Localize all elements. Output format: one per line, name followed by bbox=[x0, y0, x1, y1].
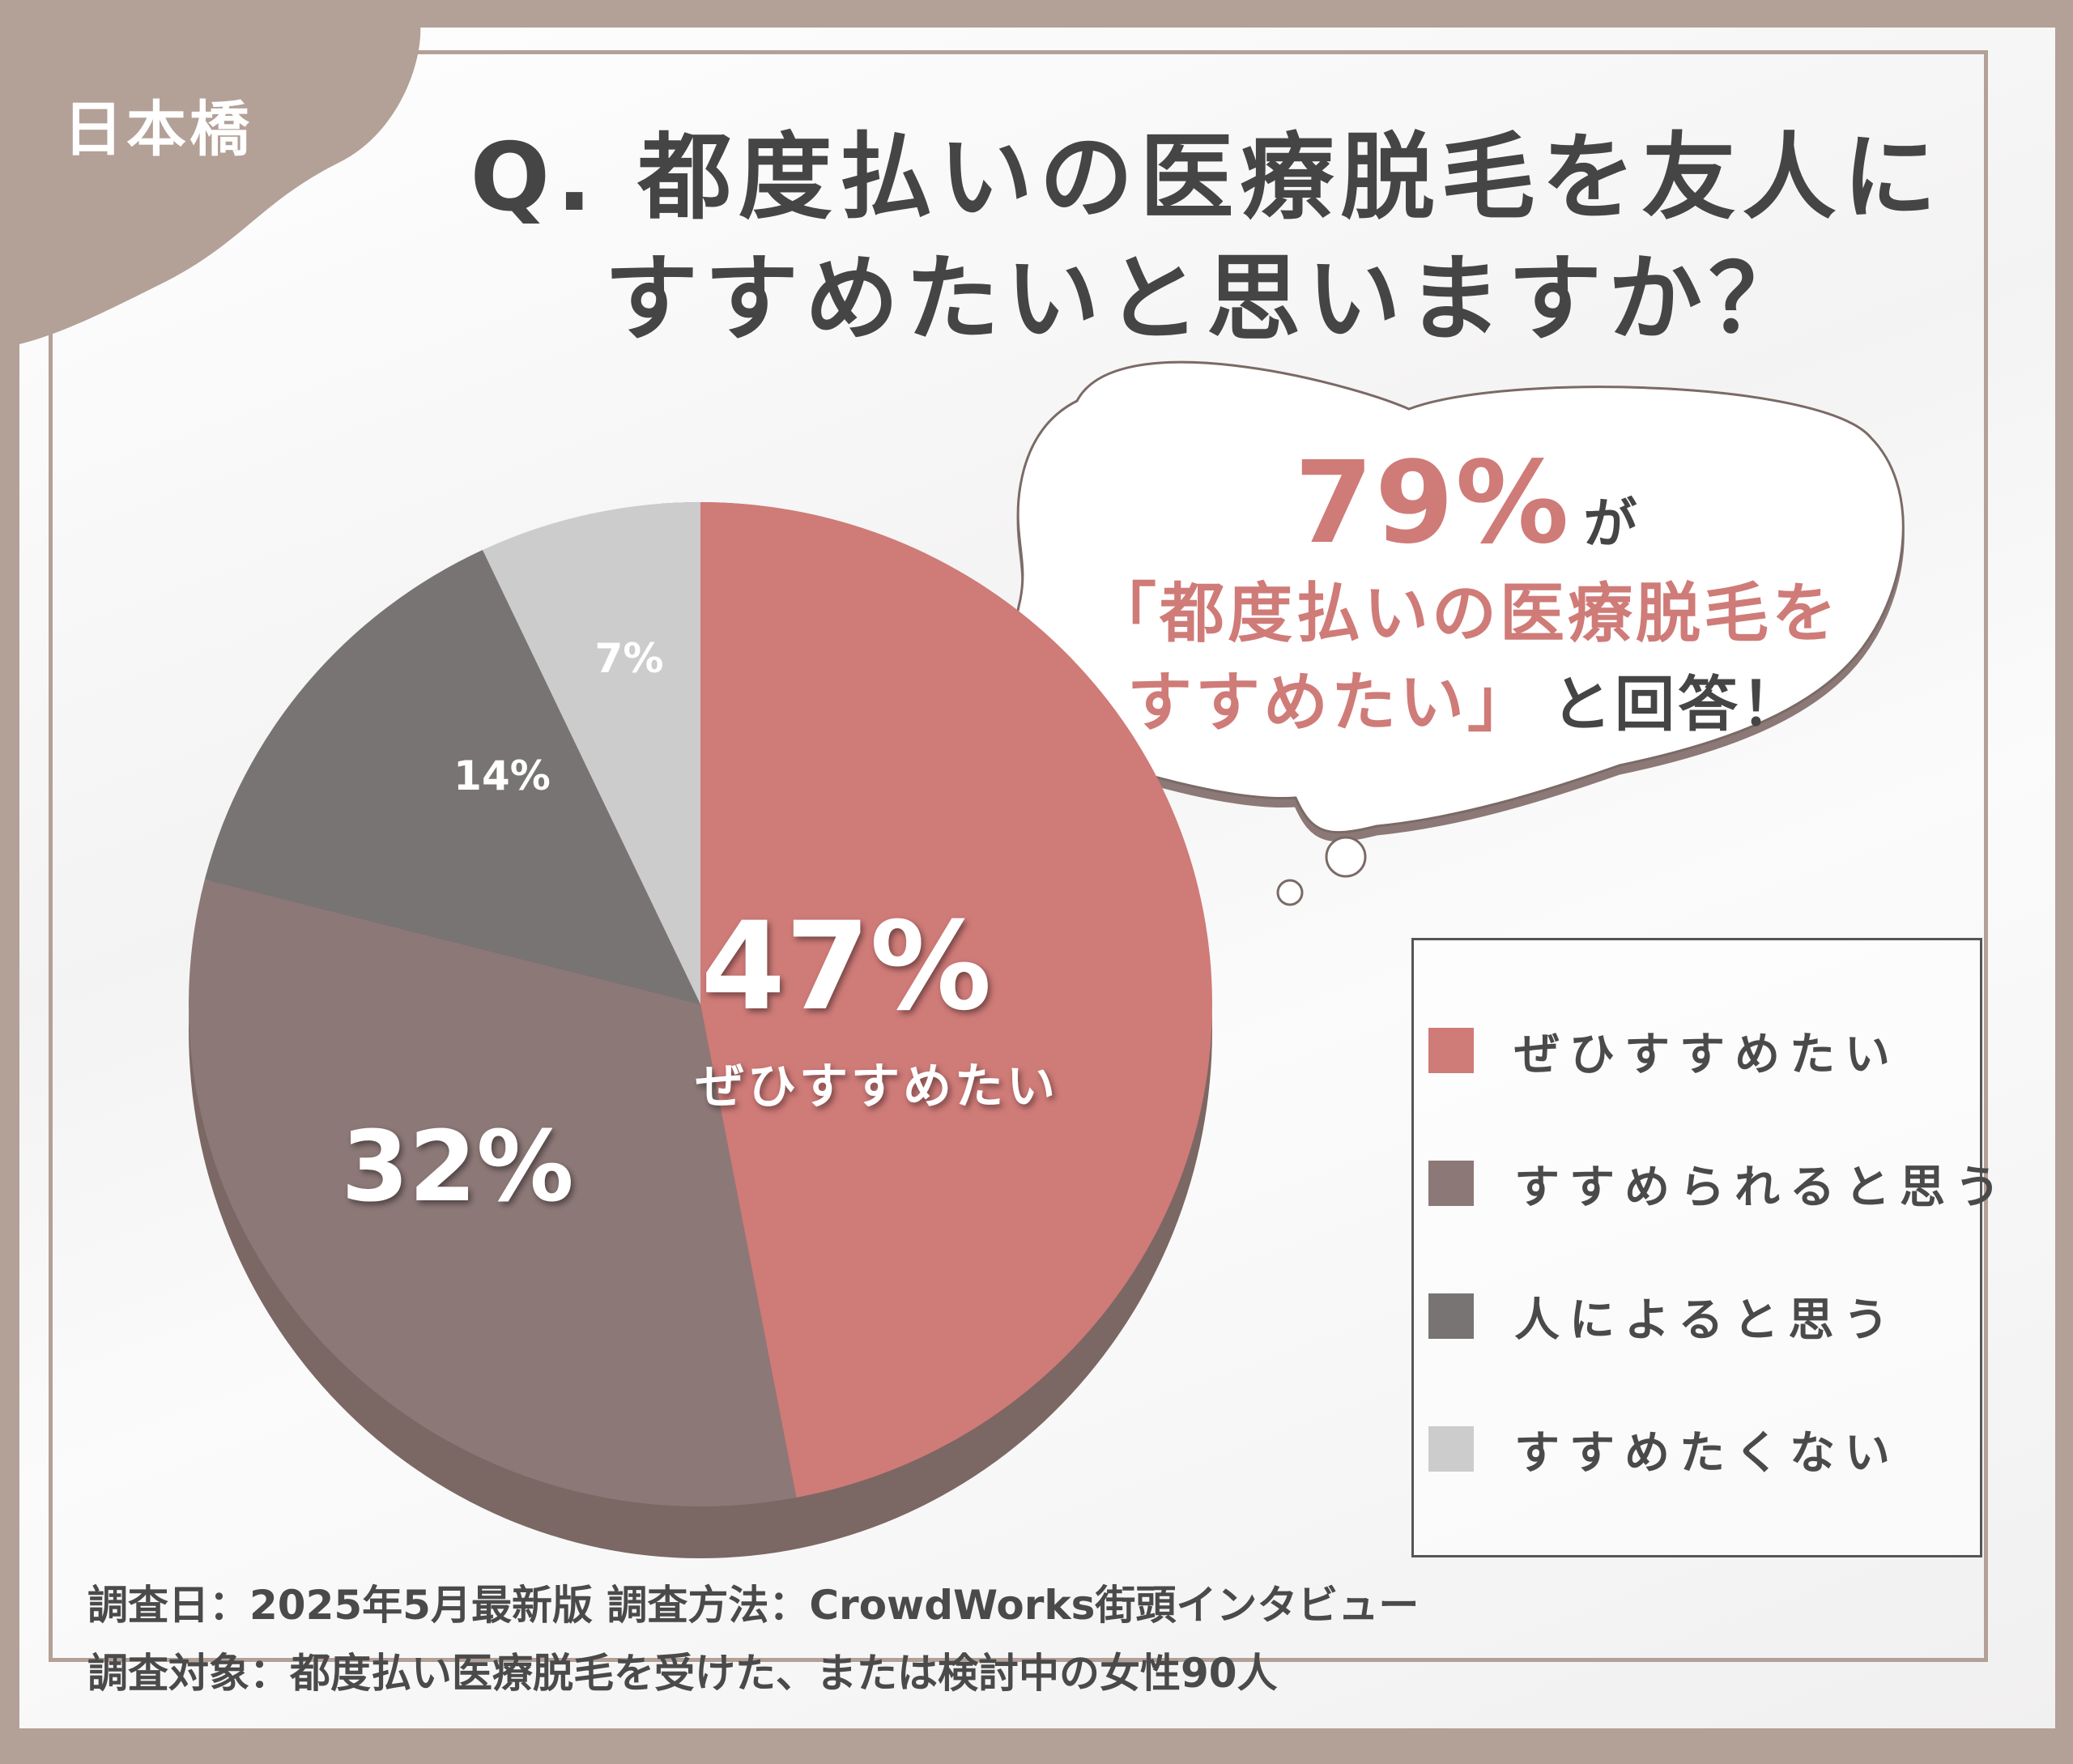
title-line-2: すすめたいと思いますか？ bbox=[604, 245, 1809, 354]
legend-swatch-4 bbox=[1428, 1426, 1474, 1472]
inner-frame bbox=[49, 50, 1988, 1662]
callout-suffix: が bbox=[1583, 492, 1637, 555]
callout-line-3-highlight: すすめたい」 bbox=[1127, 665, 1535, 740]
legend-label-2: すすめられると思う bbox=[1514, 1161, 2010, 1214]
page-title: Q. 都度払いの医療脱毛を友人に すすめたいと思いますか？ bbox=[372, 117, 2041, 360]
title-line-1: Q. 都度払いの医療脱毛を友人に bbox=[470, 123, 1943, 232]
legend-swatch-2 bbox=[1428, 1161, 1474, 1206]
callout-percent: 79% bbox=[1294, 437, 1571, 569]
legend-item-3: 人によると思う bbox=[1428, 1293, 1898, 1347]
corner-tab bbox=[0, 0, 421, 348]
footer-line-1: 調査日：2025年5月最新版 調査方法：CrowdWorks街頭インタビュー bbox=[87, 1582, 1420, 1629]
legend-item-1: ぜひすすめたい bbox=[1428, 1028, 1900, 1081]
pie-value-label-2: 32% bbox=[341, 1111, 573, 1224]
pie-value-label-3: 14% bbox=[453, 752, 551, 799]
legend-item-4: すすめたくない bbox=[1428, 1426, 1900, 1480]
legend-label-1: ぜひすすめたい bbox=[1514, 1028, 1900, 1081]
chart-legend: ぜひすすめたい すすめられると思う 人によると思う すすめたくない bbox=[1411, 938, 2000, 1557]
pie-slice-1 bbox=[700, 502, 1212, 1498]
legend-label-3: 人によると思う bbox=[1514, 1293, 1899, 1347]
pie-value-label-4: 7% bbox=[595, 635, 664, 682]
legend-label-4: すすめたくない bbox=[1514, 1426, 1900, 1480]
callout-line-2: 「都度払いの医療脱毛を bbox=[1092, 576, 1840, 651]
pie-value-label-1: 47% bbox=[700, 897, 991, 1038]
footer-line-2: 調査対象：都度払い医療脱毛を受けた、または検討中の女性90人 bbox=[87, 1650, 1278, 1697]
pie-inner-label-1: ぜひすすめたい bbox=[696, 1059, 1058, 1115]
legend-swatch-3 bbox=[1428, 1293, 1474, 1339]
pie-slice-4 bbox=[482, 502, 700, 1004]
callout-text: 79% が 「都度払いの医療脱毛を すすめたい」 と回答！ bbox=[1012, 437, 1919, 765]
survey-footer: 調査日：2025年5月最新版 調査方法：CrowdWorks街頭インタビュー 調… bbox=[87, 1571, 1419, 1707]
pie-slice-3 bbox=[204, 550, 700, 1004]
pie-slice-2 bbox=[188, 879, 797, 1506]
legend-item-2: すすめられると思う bbox=[1428, 1161, 2010, 1214]
callout-line-3: と回答！ bbox=[1552, 670, 1804, 739]
legend-swatch-1 bbox=[1428, 1028, 1474, 1073]
location-badge: 日本橋 bbox=[63, 95, 253, 164]
thought-bubble bbox=[1013, 360, 1905, 906]
